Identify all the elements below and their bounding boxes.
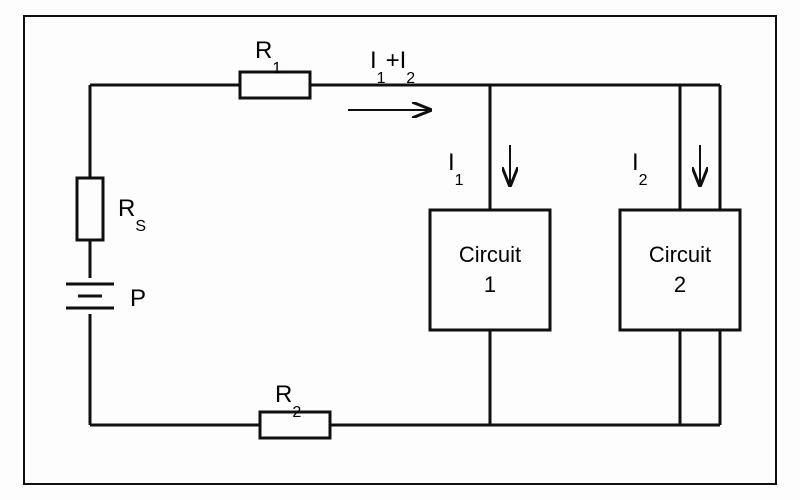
circuit-1-label: Circuit (459, 242, 521, 267)
label-i1: I1 (448, 149, 464, 189)
label-i2: I2 (632, 149, 648, 189)
battery-p (66, 284, 114, 308)
circuit-diagram: R1 R2 RS P Circuit 1 Circuit 2 I1+I2 I1 … (0, 0, 800, 500)
resistor-rs (77, 178, 103, 240)
label-p: P (130, 285, 146, 312)
circuit-1-box (430, 210, 550, 330)
label-rs: RS (118, 195, 146, 235)
circuit-2-box (620, 210, 740, 330)
label-i-sum: I1+I2 (370, 47, 415, 87)
circuit-2-num: 2 (674, 272, 686, 297)
circuit-1-num: 1 (484, 272, 496, 297)
circuit-2-label: Circuit (649, 242, 711, 267)
